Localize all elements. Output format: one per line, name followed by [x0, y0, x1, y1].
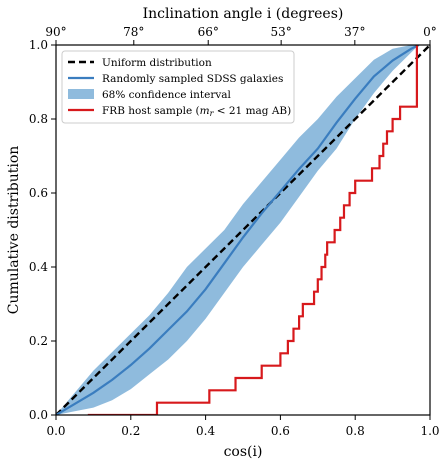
- y-tick-label: 0.4: [29, 260, 48, 274]
- x-tick-label: 0.4: [196, 424, 215, 438]
- y-tick-label: 0.6: [29, 186, 48, 200]
- legend-label: Uniform distribution: [102, 57, 212, 69]
- top-tick-label: 37°: [344, 25, 365, 39]
- legend: Uniform distribution Randomly sampled SDS…: [61, 50, 295, 124]
- axes: 0.0 0.2 0.4 0.6 0.8 1.00.00.20.40.60.81.090° 7…: [29, 25, 440, 438]
- y-tick-label: 0.0: [29, 408, 48, 422]
- top-tick-label: 53°: [271, 25, 292, 39]
- legend-label: Randomly sampled SDSS galaxies: [102, 73, 283, 85]
- plot-area: [56, 45, 430, 415]
- sdss-median-line: [56, 45, 420, 415]
- legend-box: [61, 50, 295, 124]
- legend-band-swatch: [68, 89, 94, 99]
- top-tick-label: 78°: [123, 25, 144, 39]
- x-tick-label: 0.6: [271, 424, 290, 438]
- legend-label-frb: FRB host sample (mr < 21 mag AB): [102, 105, 291, 118]
- y-axis-title: Cumulative distribution: [6, 146, 22, 315]
- legend-label: 68% confidence interval: [102, 89, 232, 101]
- y-tick-label: 0.8: [29, 112, 48, 126]
- top-tick-label: 66°: [198, 25, 219, 39]
- legend-frb-symbol: m: [200, 105, 210, 117]
- x-tick-label: 0.2: [121, 424, 140, 438]
- top-tick-label: 0°: [423, 25, 437, 39]
- legend-frb-suffix: < 21 mag AB): [213, 105, 291, 117]
- legend-frb-subscript: r: [210, 109, 215, 118]
- x-tick-label: 0.8: [346, 424, 365, 438]
- y-tick-label: 0.2: [29, 334, 48, 348]
- legend-frb-prefix: FRB host sample (: [102, 105, 200, 117]
- x-tick-label: 1.0: [420, 424, 439, 438]
- plot-frame: [55, 44, 431, 416]
- confidence-band: [56, 45, 419, 415]
- top-tick-label: 90°: [45, 25, 66, 39]
- y-tick-label: 1.0: [29, 38, 48, 52]
- x-axis-title: cos(i): [224, 444, 263, 460]
- plot-series: [56, 45, 430, 415]
- top-axis-title: Inclination angle i (degrees): [143, 6, 344, 22]
- x-tick-label: 0.0: [46, 424, 65, 438]
- frb-host-step-line: [87, 45, 419, 415]
